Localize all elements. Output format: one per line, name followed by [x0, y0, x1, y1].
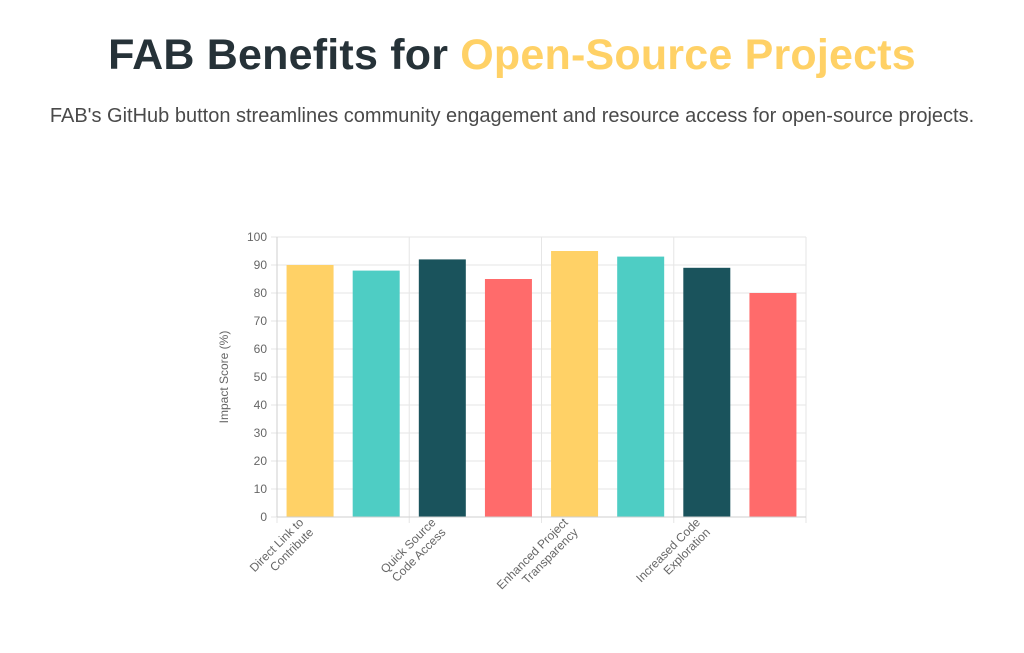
y-axis-title: Impact Score (%)	[217, 331, 231, 424]
chart-axes	[276, 237, 806, 518]
y-tick-label: 20	[254, 454, 268, 468]
bar	[617, 256, 665, 517]
title-accent: Open-Source Projects	[460, 31, 916, 79]
x-tick-label: Direct Link toContribute	[247, 515, 317, 585]
bar	[683, 267, 731, 517]
x-tick-label: Increased CodeExploration	[633, 515, 713, 595]
y-tick-label: 0	[260, 510, 267, 524]
bar	[749, 293, 797, 517]
y-tick-label: 10	[254, 482, 268, 496]
y-tick-label: 90	[254, 258, 268, 272]
y-tick-label: 80	[254, 286, 268, 300]
bar	[352, 270, 400, 517]
bar	[551, 251, 599, 517]
y-tick-label: 60	[254, 342, 268, 356]
y-tick-label: 50	[254, 370, 268, 384]
y-tick-label: 30	[254, 426, 268, 440]
y-tick-label: 100	[247, 230, 267, 244]
page-subtitle: FAB's GitHub button streamlines communit…	[49, 105, 975, 127]
x-tick-label: Quick SourceCode Access	[378, 515, 449, 586]
title-main: FAB Benefits for	[108, 31, 461, 79]
page-title: FAB Benefits for Open-Source Projects	[0, 30, 1024, 82]
x-tick-label: Enhanced ProjectTransparency	[494, 515, 581, 602]
chart-bars	[286, 251, 797, 517]
bar	[286, 265, 334, 517]
y-tick-label: 40	[254, 398, 268, 412]
bar	[418, 259, 466, 517]
bar	[484, 279, 532, 517]
y-tick-label: 70	[254, 314, 268, 328]
